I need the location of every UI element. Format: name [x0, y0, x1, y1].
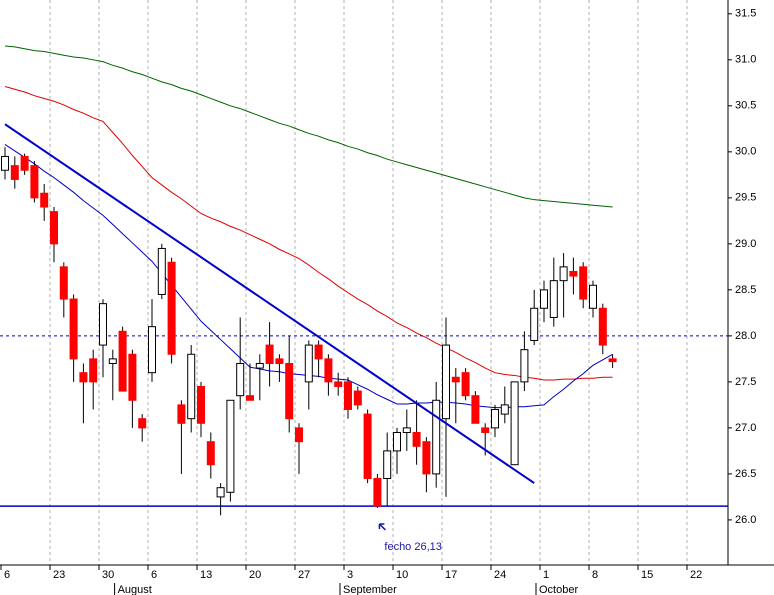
x-tick-label: 1 [543, 569, 549, 581]
candle-body [608, 358, 617, 363]
x-tick-label: 10 [396, 569, 408, 581]
x-tick-label: 22 [690, 569, 702, 581]
moving-average [4, 86, 613, 381]
candle-body [295, 427, 303, 443]
candle-body [157, 247, 166, 295]
y-tick-label: 31.5 [735, 8, 756, 20]
candle-body [50, 211, 58, 245]
month-label: October [539, 584, 578, 595]
y-tick-label: 30.0 [735, 146, 756, 158]
candle-body [138, 418, 147, 429]
candle-body [197, 385, 205, 424]
candle-body [10, 165, 19, 180]
candle-body [187, 353, 196, 420]
x-tick-label: 13 [200, 569, 212, 581]
candle-body [363, 413, 372, 480]
x-tick-label: 6 [4, 569, 10, 581]
candle-body [540, 289, 548, 309]
candle-body [344, 381, 352, 410]
candle-body [59, 266, 68, 300]
candle-body [461, 372, 470, 397]
candle-body [559, 266, 568, 282]
candle-body [275, 358, 284, 364]
candle-body [167, 261, 176, 355]
candle-body [579, 266, 588, 300]
candle-body [422, 441, 431, 475]
candle-body [118, 330, 127, 392]
y-tick-label: 26.0 [735, 514, 756, 526]
month-label: August [118, 584, 152, 595]
y-tick-label: 30.5 [735, 100, 756, 112]
candle-body [40, 192, 49, 208]
candle-body [510, 381, 519, 466]
candle-body [69, 298, 78, 360]
y-tick-label: 29.5 [735, 192, 756, 204]
x-tick-label: 30 [102, 569, 114, 581]
candle-body [128, 353, 137, 401]
y-tick-label: 27.0 [735, 422, 756, 434]
candle-body [236, 362, 245, 397]
candle-body [148, 326, 156, 374]
x-tick-label: 3 [347, 569, 353, 581]
y-tick-label: 31.0 [735, 54, 756, 66]
candle-body [530, 307, 539, 341]
candle-body [108, 358, 117, 364]
candle-body [304, 344, 313, 383]
candle-body [373, 478, 382, 507]
annotation: fecho 26,13 [384, 541, 442, 553]
candle-body [265, 344, 274, 364]
candle-body [1, 155, 9, 171]
candle-body [255, 362, 264, 369]
candle-body [89, 358, 98, 383]
candle-body [500, 404, 509, 415]
candle-body [383, 450, 392, 480]
candle-body [589, 284, 597, 309]
x-tick-label: 6 [151, 569, 157, 581]
x-tick-label: 27 [298, 569, 310, 581]
candle-body [334, 381, 343, 387]
candle-body [353, 390, 362, 406]
x-tick-label: 15 [641, 569, 653, 581]
y-tick-label: 28.0 [735, 330, 756, 342]
candle-body [20, 155, 29, 171]
x-tick-label: 8 [592, 569, 598, 581]
candle-body [206, 441, 215, 466]
candle-body [314, 344, 323, 360]
candle-body [491, 408, 499, 429]
y-tick-label: 27.5 [735, 376, 756, 388]
x-tick-label: 24 [494, 569, 506, 581]
candle-body [549, 280, 558, 318]
candle-body [393, 431, 401, 452]
x-tick-label: 20 [249, 569, 261, 581]
y-tick-label: 26.5 [735, 468, 756, 480]
annotation-arrow [378, 523, 386, 531]
candle-body [226, 399, 235, 493]
candle-body [99, 303, 107, 346]
candle-body [177, 404, 186, 424]
candle-body [451, 376, 460, 383]
candle-body [598, 307, 607, 346]
candle-body [442, 344, 450, 420]
candle-body [285, 362, 294, 420]
candle-body [569, 270, 578, 277]
candle-body [216, 487, 225, 498]
candle-body [79, 372, 88, 383]
candle-body [432, 399, 441, 475]
y-tick-label: 29.0 [735, 238, 756, 250]
candle-body [30, 165, 39, 199]
moving-average [4, 45, 613, 208]
candle-body [402, 427, 411, 433]
candle-body [471, 395, 480, 424]
candle-body [520, 349, 529, 383]
candle-body [324, 358, 333, 383]
candle-body [412, 431, 421, 447]
candle-body [246, 395, 254, 401]
x-tick-label: 23 [53, 569, 65, 581]
candle-body [481, 427, 490, 433]
x-tick-label: 17 [445, 569, 457, 581]
month-label: September [343, 584, 397, 595]
trendline [4, 123, 535, 484]
y-tick-label: 28.5 [735, 284, 756, 296]
